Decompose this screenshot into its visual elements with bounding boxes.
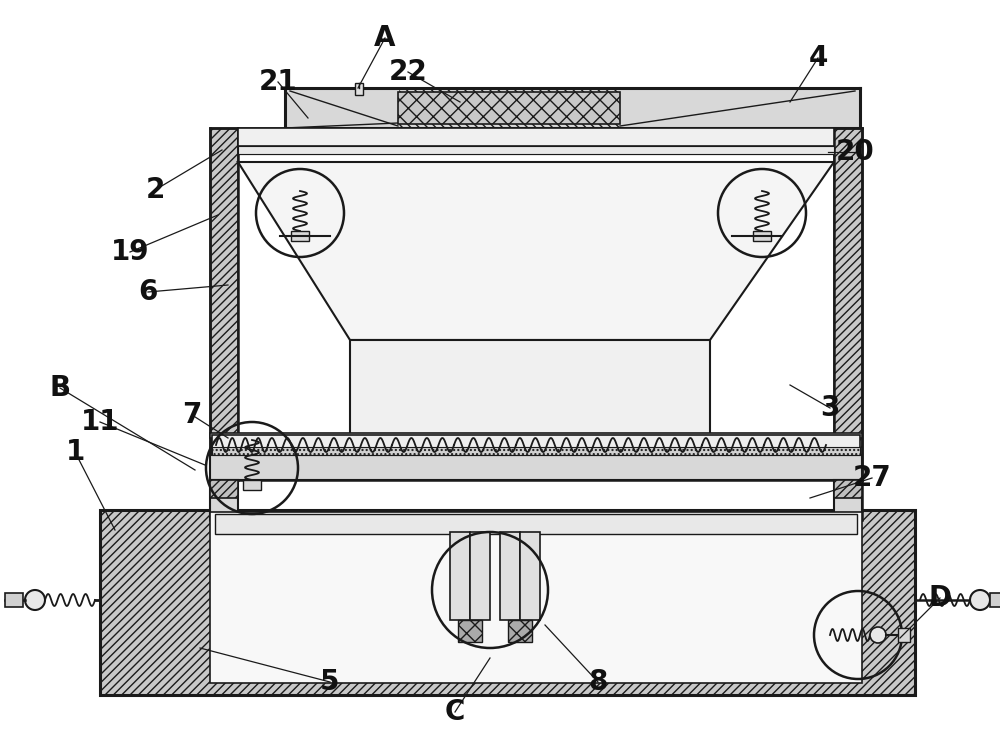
- Bar: [834, 480, 862, 520]
- Bar: [215, 514, 857, 534]
- Text: 1: 1: [65, 438, 85, 466]
- Bar: [398, 92, 620, 124]
- Text: 8: 8: [588, 668, 608, 696]
- Bar: [238, 128, 834, 146]
- Bar: [210, 455, 862, 480]
- Bar: [898, 628, 910, 642]
- Bar: [210, 433, 862, 438]
- Bar: [458, 620, 482, 642]
- Bar: [753, 231, 771, 241]
- Bar: [5, 593, 23, 607]
- Bar: [500, 532, 520, 620]
- Bar: [520, 532, 540, 620]
- Text: 6: 6: [138, 278, 158, 306]
- Bar: [212, 447, 860, 455]
- Bar: [210, 480, 238, 498]
- Bar: [212, 435, 860, 455]
- Bar: [834, 128, 862, 480]
- Bar: [508, 620, 532, 642]
- Text: A: A: [374, 24, 396, 52]
- Bar: [291, 231, 309, 241]
- Polygon shape: [285, 88, 398, 128]
- Text: B: B: [49, 374, 71, 402]
- Bar: [210, 128, 238, 480]
- Text: 22: 22: [389, 58, 427, 86]
- Bar: [470, 532, 490, 620]
- Circle shape: [970, 590, 990, 610]
- Bar: [285, 88, 860, 128]
- Bar: [210, 512, 862, 683]
- Text: 5: 5: [320, 668, 340, 696]
- Bar: [834, 480, 862, 498]
- Text: 20: 20: [836, 138, 874, 166]
- Bar: [238, 146, 834, 154]
- Text: 7: 7: [182, 401, 202, 429]
- Bar: [210, 480, 238, 520]
- Bar: [990, 593, 1000, 607]
- Circle shape: [25, 590, 45, 610]
- Text: 27: 27: [853, 464, 891, 492]
- Polygon shape: [620, 88, 860, 128]
- Text: 3: 3: [820, 394, 840, 422]
- Text: 21: 21: [259, 68, 297, 96]
- Text: D: D: [928, 584, 952, 612]
- Text: 4: 4: [808, 44, 828, 72]
- Text: 19: 19: [111, 238, 149, 266]
- Bar: [355, 83, 363, 95]
- Polygon shape: [238, 162, 834, 340]
- Text: 2: 2: [145, 176, 165, 204]
- Text: C: C: [445, 698, 465, 726]
- Bar: [450, 532, 470, 620]
- Circle shape: [870, 627, 886, 643]
- Bar: [243, 480, 261, 490]
- Bar: [100, 510, 915, 695]
- Bar: [350, 340, 710, 435]
- Text: 11: 11: [81, 408, 119, 436]
